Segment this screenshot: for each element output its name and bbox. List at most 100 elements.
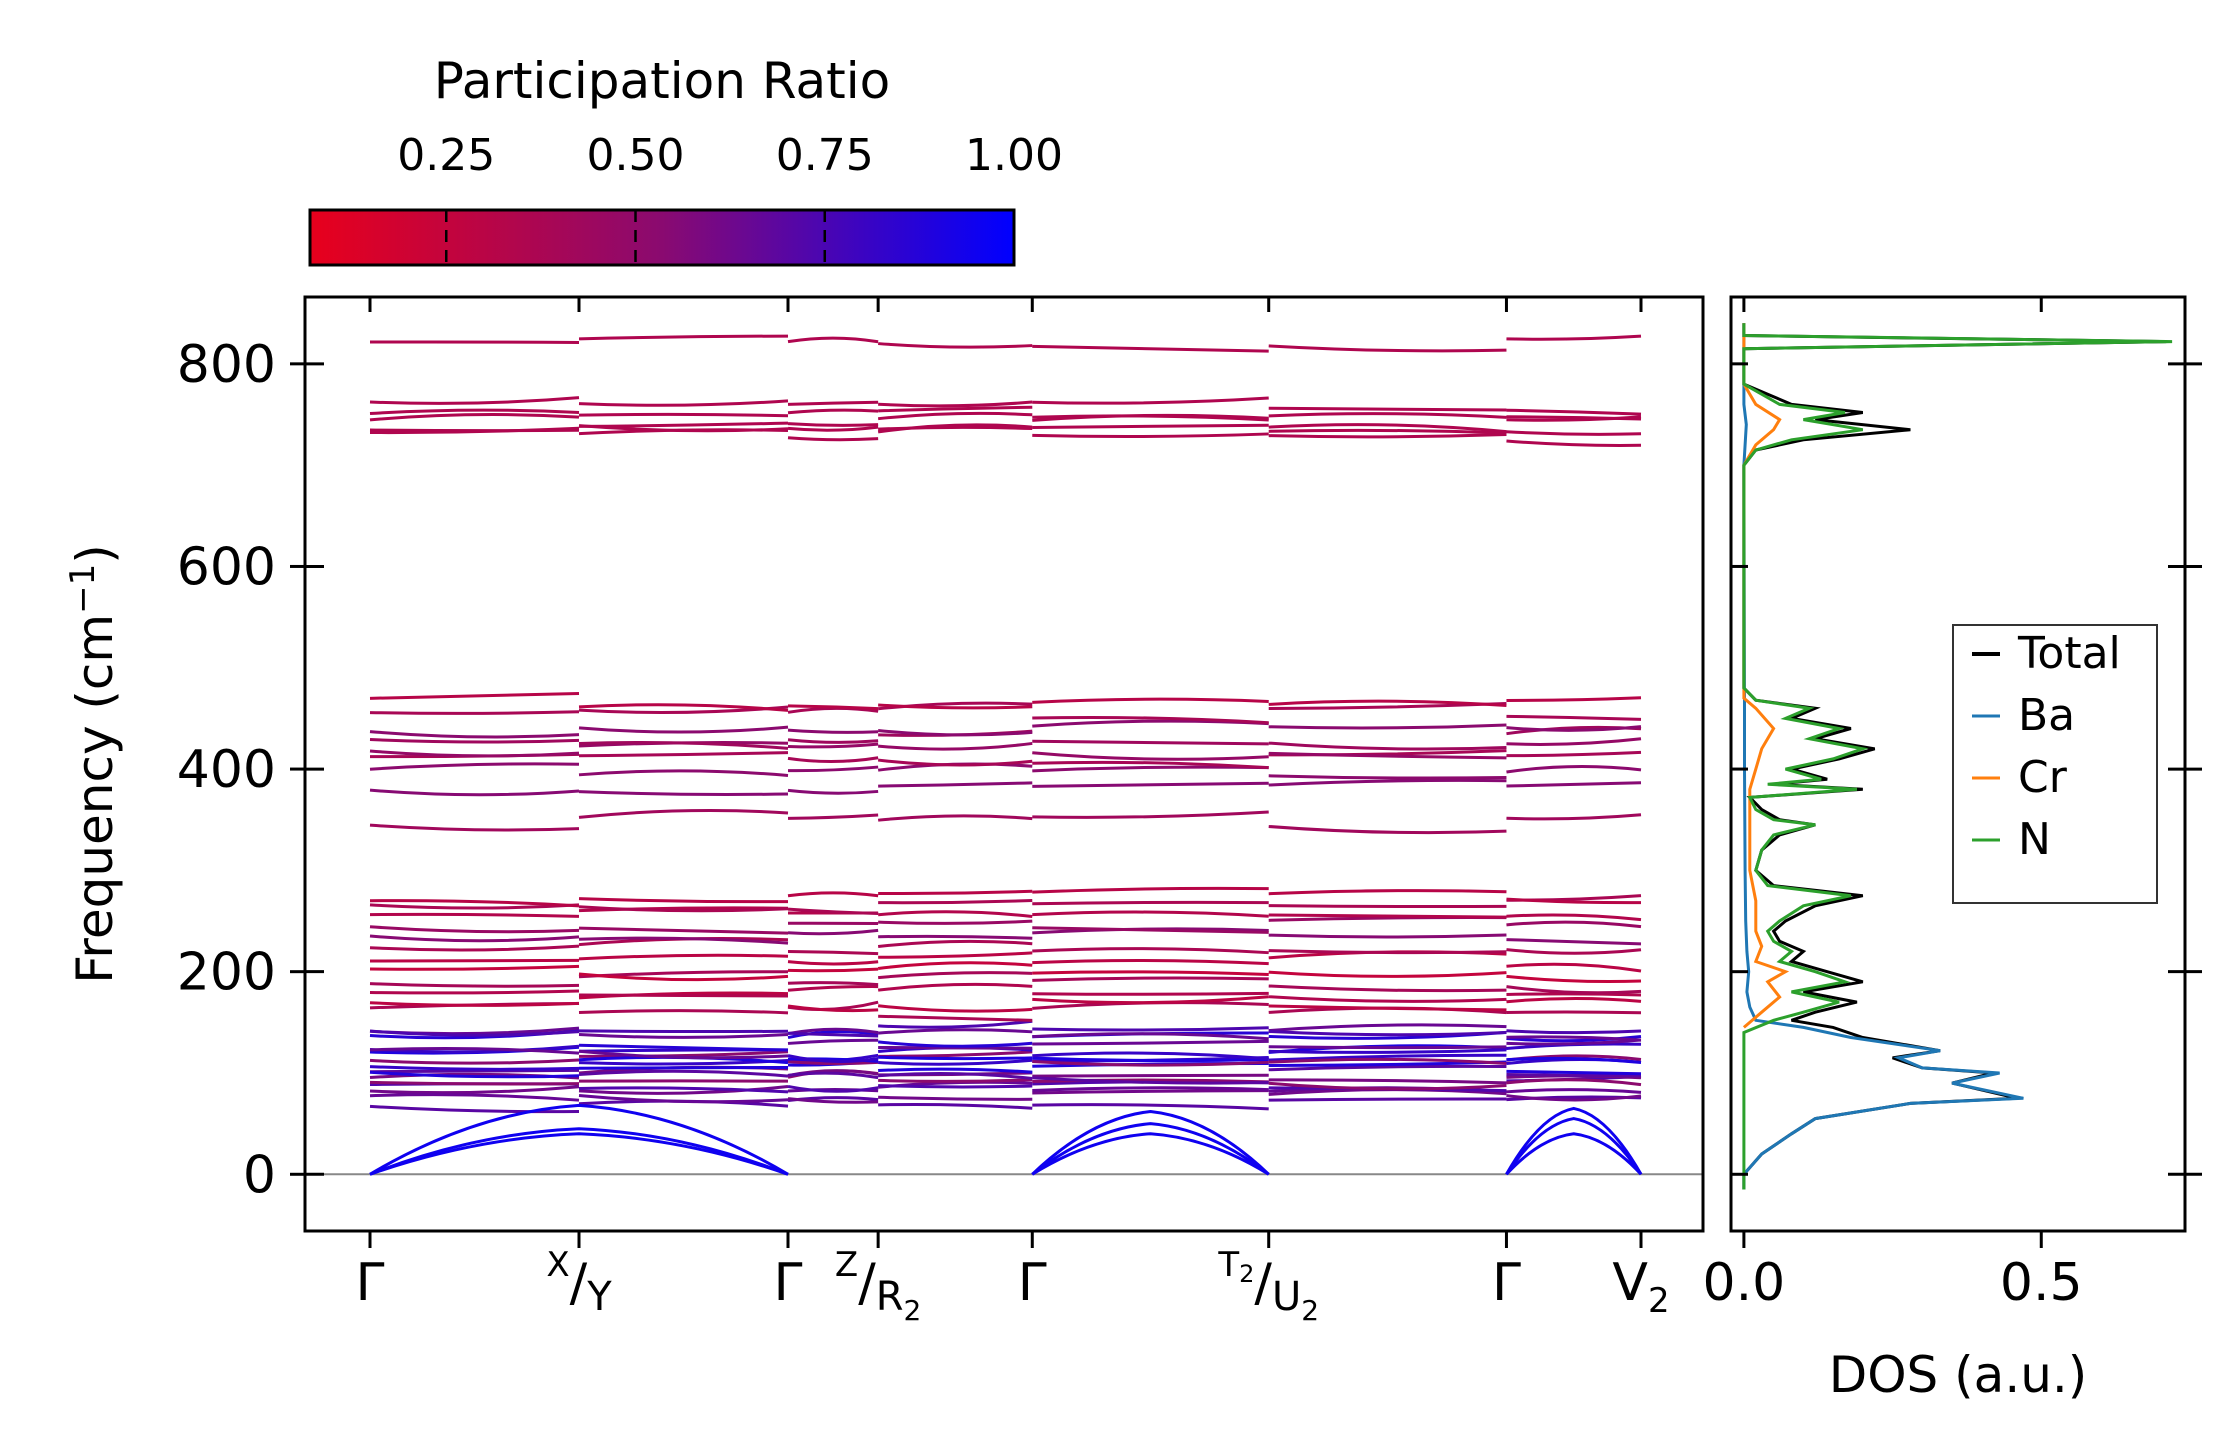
optical-branch [1032,947,1269,955]
optical-branch [1506,913,1642,922]
optical-branch [787,1097,879,1104]
y-tick-label: 200 [177,943,276,1003]
optical-branch [1032,886,1269,894]
optical-branch [878,1045,1033,1050]
optical-branch [578,1069,789,1078]
optical-branch [1032,760,1269,770]
dos-legend[interactable]: Total Ba Cr N [1952,624,2158,904]
high-symmetry-label: Γ [356,1253,385,1313]
optical-branch [1032,414,1269,422]
colorbar-tick-label: 1.00 [965,130,1063,181]
optical-branch [787,704,879,711]
optical-branch [878,1019,1033,1029]
optical-branch [369,1065,580,1071]
optical-branch [578,809,789,819]
optical-branch [1032,900,1269,906]
optical-branch [878,971,1033,980]
dos-ticks: 0.0 0.5 [1703,298,2202,1313]
high-symmetry-label: Γ [774,1253,803,1313]
optical-branch [1506,439,1642,447]
optical-branch [369,738,580,744]
optical-branch [787,1071,879,1080]
acoustic-branch [1031,1109,1270,1176]
optical-branch [1506,725,1642,732]
band-structure-panel: 0 200 400 600 800 Γ X/Y Γ Z/R2 Γ T2/U2 Γ V2 Frequen… [63,295,1705,1327]
optical-branch [1032,715,1269,725]
optical-branch [578,424,789,433]
optical-branch [787,928,879,936]
optical-branch [877,1040,1033,1048]
optical-branch [578,897,789,904]
optical-branch [369,762,580,771]
high-symmetry-label: X/Y [546,1245,612,1320]
optical-branch [877,411,1033,421]
optical-branch [1506,1069,1642,1076]
optical-branch [578,421,789,428]
optical-branch [369,408,580,416]
optical-branch [1506,948,1642,955]
optical-branch [787,967,879,973]
high-symmetry-label: Z/R2 [835,1245,921,1327]
optical-branch [1268,1057,1507,1066]
dos-x-tick-label: 0.0 [1703,1253,1786,1313]
optical-branch [1032,926,1269,934]
optical-branch [878,1050,1033,1058]
optical-branch [1506,750,1642,758]
optical-branch [1268,699,1507,708]
dos-series-cr [1742,323,1790,1029]
optical-branch [369,1085,580,1095]
optical-branch [1032,423,1269,429]
optical-branch [1268,1048,1507,1054]
optical-branch [578,1029,789,1034]
optical-branch [1268,406,1507,412]
optical-branch [578,703,789,712]
optical-branch [787,1030,879,1040]
optical-branch [578,1032,789,1039]
optical-branch [1506,737,1642,746]
optical-branch [578,972,789,982]
optical-branch [878,1084,1033,1089]
optical-branch [878,1102,1033,1110]
high-symmetry-label: T2/U2 [1217,1245,1319,1327]
dos-axes-frame [1729,295,2187,1233]
optical-branch [1268,1053,1507,1062]
dos-x-axis-title: DOS (a.u.) [1829,1346,2088,1404]
optical-branch [369,823,580,832]
optical-branch [578,725,789,734]
optical-branch [787,738,879,744]
optical-branch [369,1001,580,1007]
optical-branch [1268,1045,1507,1050]
optical-branch [787,950,879,956]
optical-branch [1032,1073,1269,1078]
optical-branch [369,1058,580,1065]
dos-series-ba [1742,323,2024,1190]
optical-branch [1032,810,1269,819]
optical-branch [878,898,1033,905]
optical-branch [578,741,789,750]
optical-branch [1032,697,1269,704]
optical-branch [1032,1086,1269,1092]
optical-branch [1268,751,1507,760]
optical-branch [369,788,580,797]
optical-branch [1268,1097,1507,1102]
band-x-ticks: Γ X/Y Γ Z/R2 Γ T2/U2 Γ V2 [356,298,1670,1327]
optical-branch [1268,933,1507,939]
legend-label-ba: Ba [2018,690,2075,741]
optical-branch [1032,739,1269,746]
optical-branch [578,399,789,407]
optical-branch [369,1029,580,1037]
optical-branch [369,899,580,908]
optical-branch [878,889,1033,896]
legend-frame [1952,624,2158,904]
optical-branch [878,1058,1033,1066]
optical-branch [1268,778,1507,787]
optical-branch [1032,1051,1269,1061]
optical-branch [369,1070,580,1079]
optical-branch [787,425,879,432]
optical-branch [1506,920,1642,929]
optical-branch [369,691,580,700]
optical-branch [1506,1072,1642,1078]
colorbar-tick-label: 0.50 [587,130,685,181]
optical-branch [1506,1038,1642,1046]
optical-branch [1268,913,1507,919]
